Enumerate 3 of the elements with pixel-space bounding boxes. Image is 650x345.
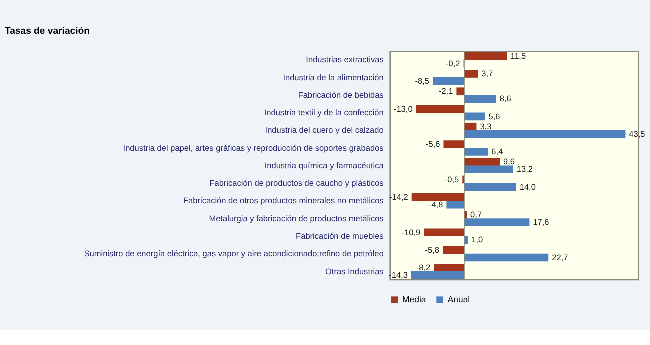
text: Tasas de variación: [4, 26, 90, 37]
legend-label: Anual: [448, 294, 470, 305]
legend-label: Media: [402, 294, 426, 305]
